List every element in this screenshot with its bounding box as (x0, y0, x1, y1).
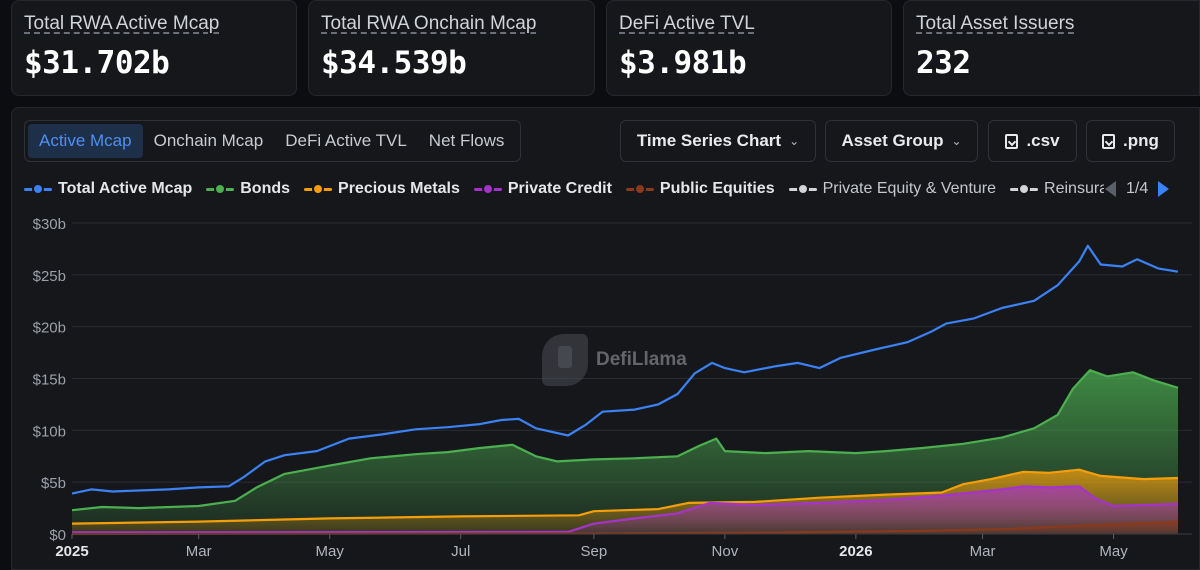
legend-label: Private Credit (507, 180, 612, 197)
stat-card-defi-tvl: DeFi Active TVL $3.981b (606, 0, 892, 96)
y-tick-label: $20b (33, 320, 66, 337)
legend-item-private-credit[interactable]: Private Credit (473, 180, 612, 198)
legend-pager: 1/4 (1105, 178, 1170, 200)
time-series-chart: $0 $5b $10b $15b $20b $25b $30b 2025 Mar May Jul Se… (33, 216, 1192, 560)
legend-label: Total Active Mcap (58, 180, 193, 197)
series-line-bonds (71, 369, 1179, 512)
legend-swatch (1010, 183, 1039, 195)
group-by-label: Asset Group (841, 131, 944, 150)
stat-value: $31.702b (24, 45, 170, 81)
legend-page-indicator: 1/4 (1126, 180, 1149, 197)
png-label: .png (1123, 131, 1159, 150)
legend-label: Private Equity & Venture (822, 180, 997, 197)
x-tick-label: May (316, 543, 345, 560)
defillama-logo-icon (542, 334, 588, 386)
tab-defi-active-tvl[interactable]: DeFi Active TVL (285, 131, 407, 150)
x-tick-label: Sep (581, 543, 608, 560)
chevron-down-icon: ⌄ (789, 134, 800, 148)
stat-label[interactable]: DeFi Active TVL (619, 13, 755, 34)
legend-swatch (473, 183, 502, 195)
series-line-total-active-mcap (71, 244, 1179, 495)
chart-panel: $0 $5b $10b $15b $20b $25b $30b 2025 Mar May Jul Se… (11, 107, 1200, 570)
download-icon (1005, 133, 1019, 149)
y-tick-label: $5b (41, 475, 66, 492)
stat-label[interactable]: Total RWA Active Mcap (24, 13, 220, 34)
legend-item-precious-metals[interactable]: Precious Metals (304, 180, 460, 198)
watermark-text: DefiLlama (596, 349, 687, 370)
chart-legend: Total Active Mcap Bonds Precious Metals … (24, 178, 1104, 200)
arrow-left-icon[interactable] (1105, 181, 1116, 197)
legend-label: Public Equities (659, 180, 775, 197)
chart-type-dropdown[interactable]: Time Series Chart ⌄ (620, 120, 816, 162)
tab-net-flows[interactable]: Net Flows (428, 131, 505, 150)
series-area-private-credit (72, 486, 1178, 534)
y-tick-label: $10b (33, 423, 66, 440)
legend-item-bonds[interactable]: Bonds (206, 180, 290, 198)
legend-swatch (24, 183, 52, 195)
download-icon (1102, 133, 1116, 149)
series-line-precious-metals (71, 468, 1179, 525)
legend-label: Bonds (240, 180, 291, 197)
group-by-dropdown[interactable]: Asset Group ⌄ (825, 120, 978, 162)
watermark: DefiLlama (542, 334, 687, 386)
y-tick-label: $25b (33, 268, 66, 285)
legend-item-reinsurance[interactable]: Reinsura (1010, 180, 1104, 198)
y-tick-label: $15b (33, 372, 66, 389)
chart-type-label: Time Series Chart (636, 131, 782, 150)
stat-value: $34.539b (321, 45, 467, 81)
tab-active-mcap[interactable]: Active Mcap (28, 124, 143, 158)
arrow-right-icon[interactable] (1158, 181, 1170, 197)
x-tick-label: May (1099, 543, 1128, 560)
legend-item-total-active-mcap[interactable]: Total Active Mcap (24, 180, 192, 198)
legend-swatch (206, 183, 235, 195)
stat-value: 232 (916, 45, 971, 81)
series-line-private-credit (71, 485, 1179, 534)
legend-label: Precious Metals (338, 180, 460, 197)
stat-cards: Total RWA Active Mcap $31.702b Total RWA… (11, 0, 1200, 96)
stat-label[interactable]: Total Asset Issuers (916, 13, 1075, 34)
y-tick-label: $30b (33, 216, 66, 233)
metric-tabs: Active Mcap Onchain Mcap DeFi Active TVL… (24, 120, 521, 162)
stat-value: $3.981b (619, 45, 747, 81)
x-tick-label: Mar (186, 543, 212, 560)
legend-swatch (788, 183, 817, 195)
x-tick-label: Mar (970, 543, 996, 560)
stat-card-active-mcap: Total RWA Active Mcap $31.702b (11, 0, 297, 96)
csv-label: .csv (1026, 131, 1060, 150)
legend-item-public-equities[interactable]: Public Equities (625, 180, 775, 198)
legend-label: Reinsura (1044, 180, 1104, 197)
y-tick-label: $0 (49, 527, 66, 544)
x-tick-label: 2025 (55, 543, 88, 560)
x-tick-label: 2026 (839, 543, 872, 560)
png-download-button[interactable]: .png (1086, 120, 1175, 162)
tab-onchain-mcap[interactable]: Onchain Mcap (153, 131, 264, 150)
series-area-public-equities (72, 521, 1178, 534)
chevron-down-icon: ⌄ (951, 134, 962, 148)
legend-item-private-equity[interactable]: Private Equity & Venture (788, 180, 997, 198)
csv-download-button[interactable]: .csv (988, 120, 1077, 162)
stat-card-issuers: Total Asset Issuers 232 (903, 0, 1200, 96)
legend-swatch (625, 183, 654, 195)
stat-label[interactable]: Total RWA Onchain Mcap (321, 13, 537, 34)
legend-swatch (304, 183, 333, 195)
x-tick-label: Nov (712, 543, 739, 560)
x-tick-label: Jul (451, 543, 470, 560)
stat-card-onchain-mcap: Total RWA Onchain Mcap $34.539b (308, 0, 595, 96)
